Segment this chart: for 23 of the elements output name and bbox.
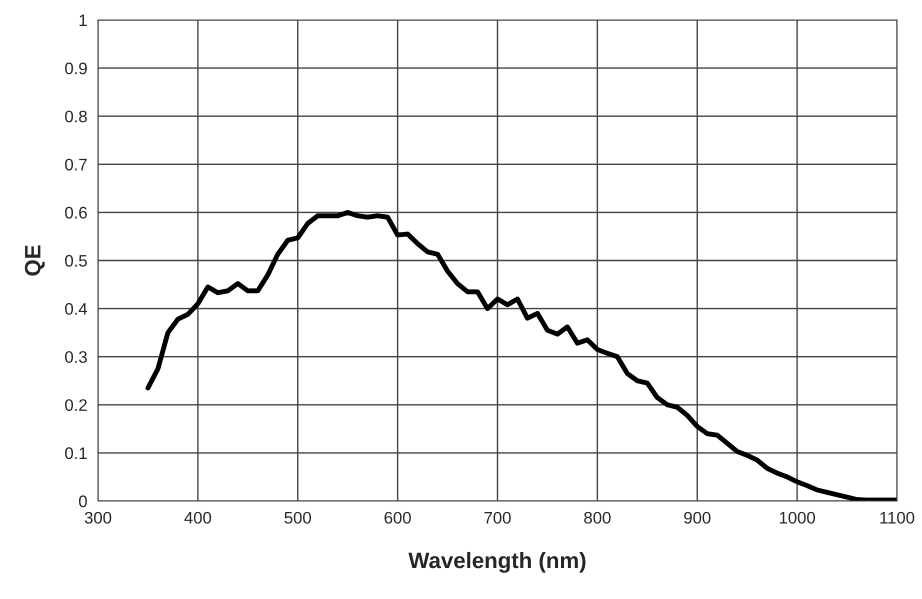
y-tick-label: 0.4	[65, 303, 88, 315]
x-tick-label: 500	[284, 512, 312, 524]
x-tick-label: 600	[384, 512, 411, 524]
x-tick-label: 400	[184, 512, 212, 524]
y-tick-label: 0.5	[65, 254, 87, 267]
x-tick-label: 900	[684, 512, 711, 524]
line-series	[146, 210, 897, 501]
y-tick-label: 0.1	[65, 447, 87, 460]
x-tick-label: 1000	[780, 512, 816, 524]
y-tick-label: 0.2	[65, 399, 87, 412]
y-tick-label: 0.6	[65, 206, 87, 219]
y-tick-label: 0.7	[65, 158, 87, 171]
x-axis-title: Wavelength (nm)	[408, 552, 586, 573]
x-tick-label: 300	[84, 512, 112, 524]
y-axis-title: QE	[24, 245, 45, 276]
y-tick-label: 0.9	[65, 62, 87, 74]
y-tick-label: 0.8	[65, 110, 87, 122]
y-tick-label: 1	[80, 14, 87, 26]
y-tick-label: 0.3	[65, 351, 87, 363]
x-tick-label: 700	[484, 512, 511, 524]
x-tick-label: 1100	[880, 512, 914, 524]
y-tick-label: 0	[78, 495, 87, 508]
x-tick-label: 800	[584, 512, 611, 524]
